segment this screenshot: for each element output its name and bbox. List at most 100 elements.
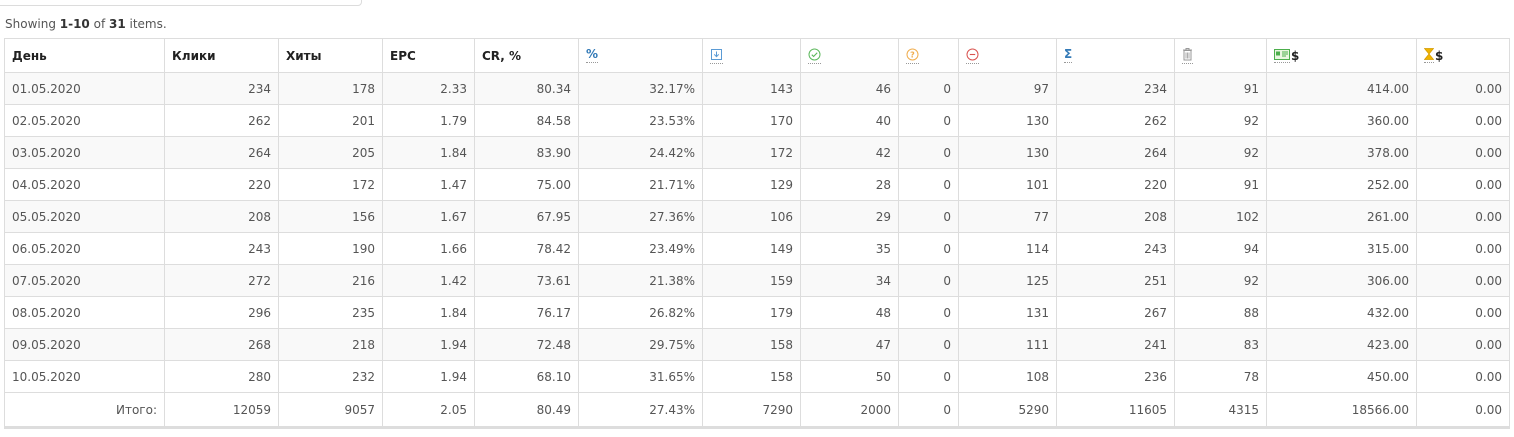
cell-clicks: 220 [164,168,279,201]
total-percent: 27.43% [578,392,703,429]
sort-epc-link[interactable]: EPC [390,48,416,63]
cell-pending: 0 [898,104,959,137]
cell-epc: 1.67 [382,200,475,233]
cell-approved: 48 [800,296,899,329]
cell-epc: 1.94 [382,360,475,393]
stats-table: День Клики Хиты EPC CR, % % ? [4,38,1510,429]
col-approved[interactable] [800,38,899,73]
totals-row: Итого: 12059 9057 2.05 80.49 27.43% 7290 2000 0 5… [4,392,1510,429]
question-circle-icon[interactable]: ? [906,48,919,64]
cell-rejected: 111 [958,328,1057,361]
cell-cr: 72.48 [474,328,579,361]
cell-hits: 190 [278,232,383,265]
sort-day-link[interactable]: День [12,48,47,63]
cell-rejected: 131 [958,296,1057,329]
col-clicks[interactable]: Клики [164,38,279,73]
table-row: 01.05.2020 234 178 2.33 80.34 32.17% 143 46 0 97 2… [4,72,1510,105]
cell-hold: 0.00 [1416,168,1510,201]
col-epc[interactable]: EPC [382,38,475,73]
totals-label: Итого: [4,392,165,429]
cell-hold: 0.00 [1416,72,1510,105]
col-pending[interactable]: ? [898,38,959,73]
cell-money: 378.00 [1266,136,1417,169]
cell-hold: 0.00 [1416,264,1510,297]
cell-money: 252.00 [1266,168,1417,201]
cell-approved: 29 [800,200,899,233]
col-downloads[interactable] [702,38,801,73]
cell-downloads: 158 [702,328,801,361]
hourglass-icon[interactable] [1424,48,1434,63]
cell-sum: 234 [1056,72,1175,105]
check-circle-icon[interactable] [808,48,821,64]
cell-hold: 0.00 [1416,296,1510,329]
hold-dollar-label: $ [1435,48,1444,63]
cell-cr: 68.10 [474,360,579,393]
money-dollar-label: $ [1291,48,1300,63]
sigma-icon[interactable]: Σ [1064,47,1073,63]
cell-trash: 91 [1174,168,1267,201]
col-cr[interactable]: CR, % [474,38,579,73]
trash-icon[interactable] [1182,47,1193,64]
cell-rejected: 130 [958,104,1057,137]
cell-pending: 0 [898,232,959,265]
cell-hold: 0.00 [1416,232,1510,265]
cell-epc: 1.79 [382,104,475,137]
cell-pending: 0 [898,360,959,393]
col-trash[interactable] [1174,38,1267,73]
download-icon[interactable] [710,48,723,64]
cell-sum: 251 [1056,264,1175,297]
cell-pending: 0 [898,264,959,297]
cell-hits: 205 [278,136,383,169]
col-rejected[interactable] [958,38,1057,73]
cell-percent: 21.71% [578,168,703,201]
cell-sum: 264 [1056,136,1175,169]
col-sum[interactable]: Σ [1056,38,1175,73]
money-card-icon[interactable] [1274,48,1290,63]
col-money[interactable]: $ [1266,38,1417,73]
sort-hits-link[interactable]: Хиты [286,48,322,63]
table-row: 09.05.2020 268 218 1.94 72.48 29.75% 158 47 0 111… [4,328,1510,361]
table-row: 02.05.2020 262 201 1.79 84.58 23.53% 170 40 0 130… [4,104,1510,137]
table-header-row: День Клики Хиты EPC CR, % % ? [4,38,1510,73]
cell-approved: 34 [800,264,899,297]
svg-text:?: ? [910,50,915,59]
cell-pending: 0 [898,200,959,233]
total-downloads: 7290 [702,392,801,429]
cell-downloads: 106 [702,200,801,233]
col-percent[interactable]: % [578,38,703,73]
cell-money: 423.00 [1266,328,1417,361]
minus-circle-icon[interactable] [966,48,979,64]
cell-epc: 1.47 [382,168,475,201]
cell-sum: 208 [1056,200,1175,233]
col-hits[interactable]: Хиты [278,38,383,73]
cell-hold: 0.00 [1416,328,1510,361]
cell-approved: 46 [800,72,899,105]
cell-pending: 0 [898,72,959,105]
total-epc: 2.05 [382,392,475,429]
cell-percent: 31.65% [578,360,703,393]
sort-cr-link[interactable]: CR, % [482,48,522,63]
col-day[interactable]: День [4,38,165,73]
table-row: 10.05.2020 280 232 1.94 68.10 31.65% 158 50 0 108… [4,360,1510,393]
cell-downloads: 170 [702,104,801,137]
cell-percent: 26.82% [578,296,703,329]
cell-hold: 0.00 [1416,136,1510,169]
cell-day: 04.05.2020 [4,168,165,201]
table-row: 03.05.2020 264 205 1.84 83.90 24.42% 172 42 0 130… [4,136,1510,169]
cell-sum: 236 [1056,360,1175,393]
sort-clicks-link[interactable]: Клики [172,48,216,63]
cell-hold: 0.00 [1416,104,1510,137]
col-hold[interactable]: $ [1416,38,1510,73]
cell-cr: 67.95 [474,200,579,233]
cell-trash: 92 [1174,104,1267,137]
total-sum: 11605 [1056,392,1175,429]
cell-rejected: 114 [958,232,1057,265]
cell-day: 07.05.2020 [4,264,165,297]
percent-icon[interactable]: % [586,47,599,63]
cell-clicks: 234 [164,72,279,105]
total-hits: 9057 [278,392,383,429]
cell-downloads: 172 [702,136,801,169]
filter-box[interactable] [0,0,362,6]
cell-hold: 0.00 [1416,360,1510,393]
summary-text: Showing 1-10 of 31 items. [5,17,167,31]
